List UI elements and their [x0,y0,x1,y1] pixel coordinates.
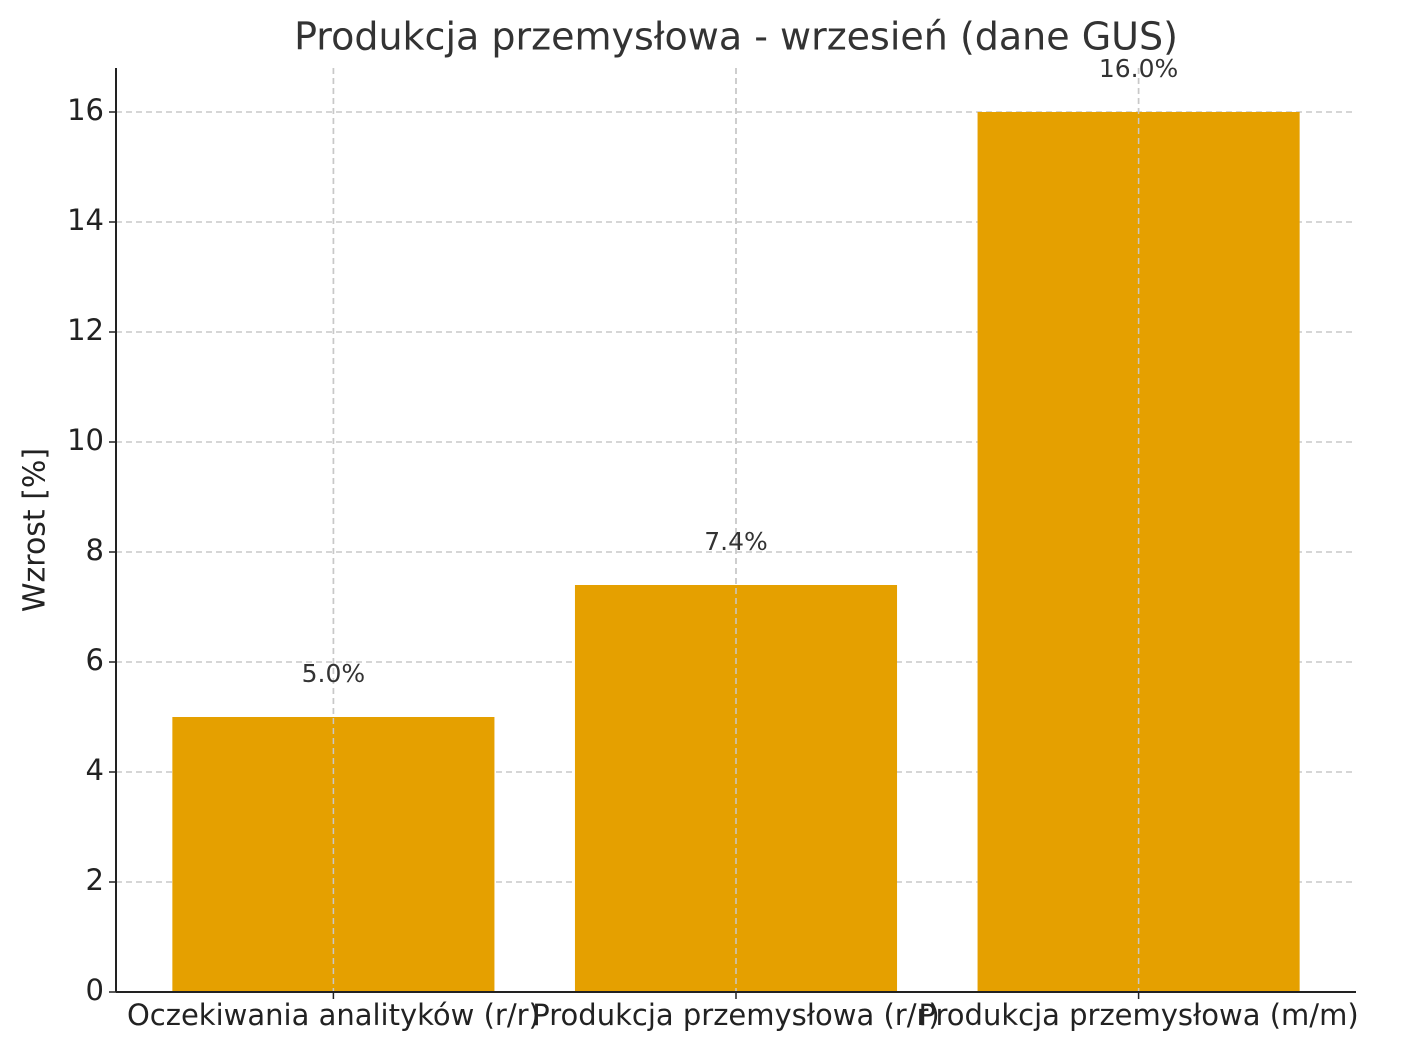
y-tick-label: 16 [67,93,104,127]
y-tick-label: 10 [67,423,104,457]
y-tick-label: 12 [67,313,104,347]
y-tick-label: 2 [86,863,104,897]
x-tick-label: Produkcja przemysłowa (m/m) [919,998,1359,1032]
y-tick-label: 8 [86,533,104,567]
y-tick-label: 6 [86,643,104,677]
value-label: 16.0% [1099,54,1178,83]
y-axis-label: Wzrost [%] [18,448,53,612]
y-tick-label: 14 [67,203,104,237]
value-label: 7.4% [704,527,768,556]
x-tick-label: Produkcja przemysłowa (r/r) [532,998,939,1032]
chart-title: Produkcja przemysłowa - wrzesień (dane G… [294,15,1178,59]
y-tick-label: 4 [86,753,104,787]
y-tick-label: 0 [86,973,104,1007]
value-label: 5.0% [302,659,366,688]
x-tick-label: Oczekiwania analityków (r/r) [127,998,540,1032]
